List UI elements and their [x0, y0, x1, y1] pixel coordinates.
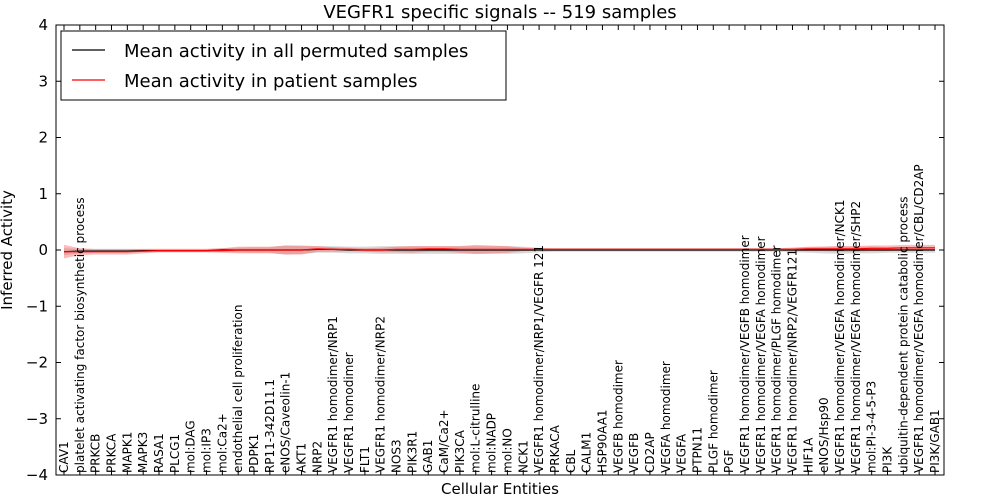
- x-tick-label: CBL: [564, 449, 578, 473]
- x-tick-label: VEGFR1 homodimer/VEGFB homodimer: [738, 235, 752, 473]
- x-tick-label: CD2AP: [643, 432, 657, 473]
- x-tick-label: PIK3R1: [405, 431, 419, 473]
- x-tick-label: GAB1: [421, 440, 435, 473]
- y-tick-label: 0: [38, 241, 48, 259]
- x-tick-label: VEGFA homodimer: [659, 361, 673, 473]
- x-tick-label: VEGFR1 homodimer/NRP2: [374, 316, 388, 473]
- x-tick-label: PRKACA: [548, 424, 562, 473]
- legend-label-permuted: Mean activity in all permuted samples: [124, 41, 468, 62]
- x-tick-label: eNOS/Caveolin-1: [279, 372, 293, 473]
- series-lines: [63, 247, 935, 253]
- x-tick-label: AKT1: [295, 443, 309, 473]
- x-axis-label: Cellular Entities: [441, 480, 559, 498]
- legend: Mean activity in all permuted samples Me…: [60, 30, 507, 101]
- x-tick-label: mol:Ca2+: [215, 413, 229, 473]
- x-tick-label: mol:L-citrulline: [469, 384, 483, 473]
- x-tick-label: PRKCA: [105, 433, 119, 473]
- x-tick-label: CALM1: [580, 432, 594, 473]
- band-series-1: [64, 244, 935, 259]
- x-tick-label: mol:PI-3-4-5-P3: [865, 381, 879, 473]
- x-tick-label: VEGFR1 homodimer: [342, 352, 356, 473]
- x-tick-label: PTPN11: [691, 427, 705, 473]
- y-tick-label: −4: [26, 466, 48, 484]
- x-tick-label: PI3K: [881, 446, 895, 473]
- x-tick-label: PDPK1: [247, 434, 261, 473]
- y-axis: −4 −3 −2 −1 0 1 2 3 4: [26, 16, 944, 484]
- x-tick-label: RASA1: [152, 433, 166, 473]
- y-axis-label: Inferred Activity: [0, 190, 16, 310]
- x-tick-label: VEGFB: [627, 433, 641, 473]
- x-tick-label: PI3K/GAB1: [928, 409, 942, 473]
- legend-label-patient: Mean activity in patient samples: [124, 71, 418, 92]
- x-tick-label: FLT1: [358, 446, 372, 473]
- x-tick-label: VEGFR1 homodimer/VEGFA homodimer/CBL/CD2…: [912, 164, 926, 473]
- x-tick-label: endothelial cell proliferation: [231, 305, 245, 473]
- x-tick-label: PLGF homodimer: [706, 370, 720, 473]
- x-tick-label: PRKCB: [89, 434, 103, 473]
- x-tick-label: mol:IP3: [200, 428, 214, 473]
- x-tick-label: CAV1: [57, 441, 71, 473]
- line-series-1: [64, 247, 935, 253]
- x-tick-label: HIF1A: [801, 437, 815, 473]
- x-tick-label: PIK3CA: [453, 429, 467, 473]
- x-tick-label: ubiquitin-dependent protein catabolic pr…: [896, 197, 910, 473]
- y-tick-label: 3: [38, 72, 48, 90]
- x-tick-label: NCK1: [516, 440, 530, 473]
- x-tick-label: platelet activating factor biosynthetic …: [73, 197, 87, 473]
- x-tick-label: VEGFR1 homodimer/VEGFA homodimer/NCK1: [833, 200, 847, 474]
- x-tick-label: VEGFR1 homodimer/VEGFA homodimer: [754, 236, 768, 473]
- x-tick-label: VEGFR1 homodimer/VEGFA homodimer/SHP2: [849, 201, 863, 473]
- x-tick-label: PGF: [722, 449, 736, 473]
- x-tick-label: HSP90AA1: [595, 409, 609, 473]
- confidence-bands: [64, 244, 935, 259]
- legend-box: [60, 30, 507, 101]
- x-tick-label: VEGFR1 homodimer/NRP2/VEGFR121: [786, 249, 800, 473]
- x-tick-label: PLCG1: [168, 434, 182, 473]
- x-tick-label: MAPK3: [136, 432, 150, 473]
- x-tick-label: VEGFA: [675, 433, 689, 473]
- y-tick-label: 1: [38, 185, 48, 203]
- x-tick-label: NOS3: [390, 439, 404, 473]
- x-tick-label: eNOS/Hsp90: [817, 397, 831, 473]
- y-tick-label: −3: [26, 410, 48, 428]
- x-tick-label: VEGFB homodimer: [611, 360, 625, 473]
- x-tick-label: NRP2: [310, 441, 324, 473]
- x-tick-label: mol:DAG: [184, 420, 198, 473]
- y-tick-label: −2: [26, 354, 48, 372]
- x-tick-label: CaM/Ca2+: [437, 409, 451, 473]
- x-tick-label: RP11-342D11.1: [263, 379, 277, 473]
- chart-title: VEGFR1 specific signals -- 519 samples: [323, 2, 676, 23]
- y-tick-label: 2: [38, 129, 48, 147]
- y-tick-label: −1: [26, 297, 48, 315]
- x-axis: CAV1 platelet activating factor biosynthe…: [57, 25, 942, 475]
- y-tick-label: 4: [38, 16, 48, 34]
- x-tick-label: mol:NO: [500, 428, 514, 473]
- x-tick-label: MAPK1: [120, 432, 134, 473]
- x-tick-label: VEGFR1 homodimer/NRP1/VEGFR 121: [532, 245, 546, 473]
- x-tick-label: mol:NADP: [485, 413, 499, 473]
- x-tick-label: VEGFR1 homodimer/PLGF homodimer: [770, 245, 784, 473]
- x-tick-label: VEGFR1 homodimer/NRP1: [326, 316, 340, 473]
